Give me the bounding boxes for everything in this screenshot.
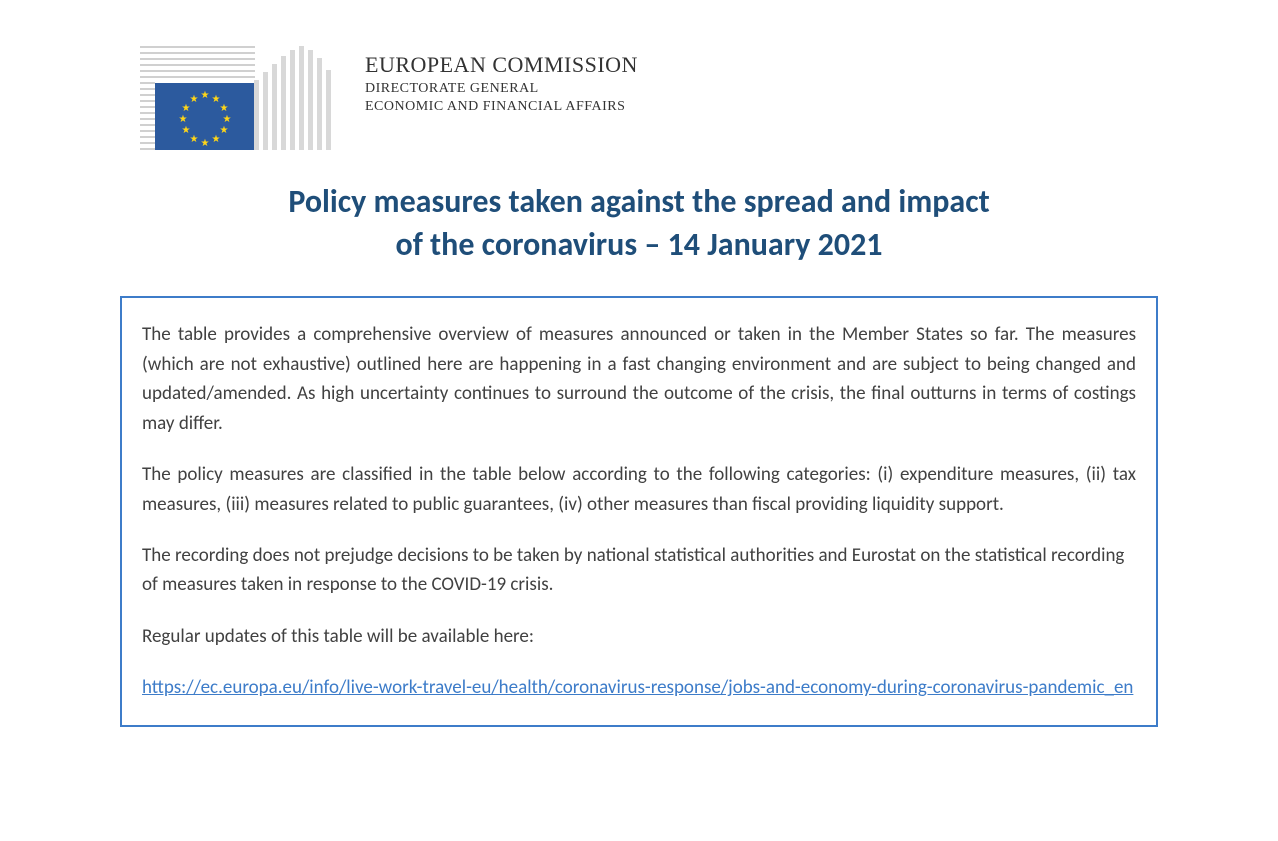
header-text-block: EUROPEAN COMMISSION DIRECTORATE GENERAL … (355, 40, 638, 116)
document-header: ★ ★ ★ ★ ★ ★ ★ ★ ★ ★ ★ ★ (120, 40, 1158, 150)
paragraph-4: Regular updates of this table will be av… (142, 622, 1136, 651)
building-icon (250, 40, 335, 150)
content-box: The table provides a comprehensive overv… (120, 296, 1158, 726)
organization-name: EUROPEAN COMMISSION (365, 52, 638, 78)
eu-flag-icon: ★ ★ ★ ★ ★ ★ ★ ★ ★ ★ ★ ★ (155, 83, 255, 150)
paragraph-2: The policy measures are classified in th… (142, 460, 1136, 519)
updates-link[interactable]: https://ec.europa.eu/info/live-work-trav… (142, 676, 1133, 699)
ec-logo: ★ ★ ★ ★ ★ ★ ★ ★ ★ ★ ★ ★ (140, 40, 335, 150)
paragraph-3: The recording does not prejudge decision… (142, 541, 1136, 600)
document-title: Policy measures taken against the spread… (120, 180, 1158, 266)
title-line2: of the coronavirus – 14 January 2021 (395, 225, 882, 264)
paragraph-1: The table provides a comprehensive overv… (142, 320, 1136, 438)
department-line2: ECONOMIC AND FINANCIAL AFFAIRS (365, 98, 638, 116)
department-line1: DIRECTORATE GENERAL (365, 80, 638, 98)
link-paragraph: https://ec.europa.eu/info/live-work-trav… (142, 673, 1136, 702)
title-line1: Policy measures taken against the spread… (288, 182, 989, 221)
flag-section: ★ ★ ★ ★ ★ ★ ★ ★ ★ ★ ★ ★ (140, 40, 255, 150)
